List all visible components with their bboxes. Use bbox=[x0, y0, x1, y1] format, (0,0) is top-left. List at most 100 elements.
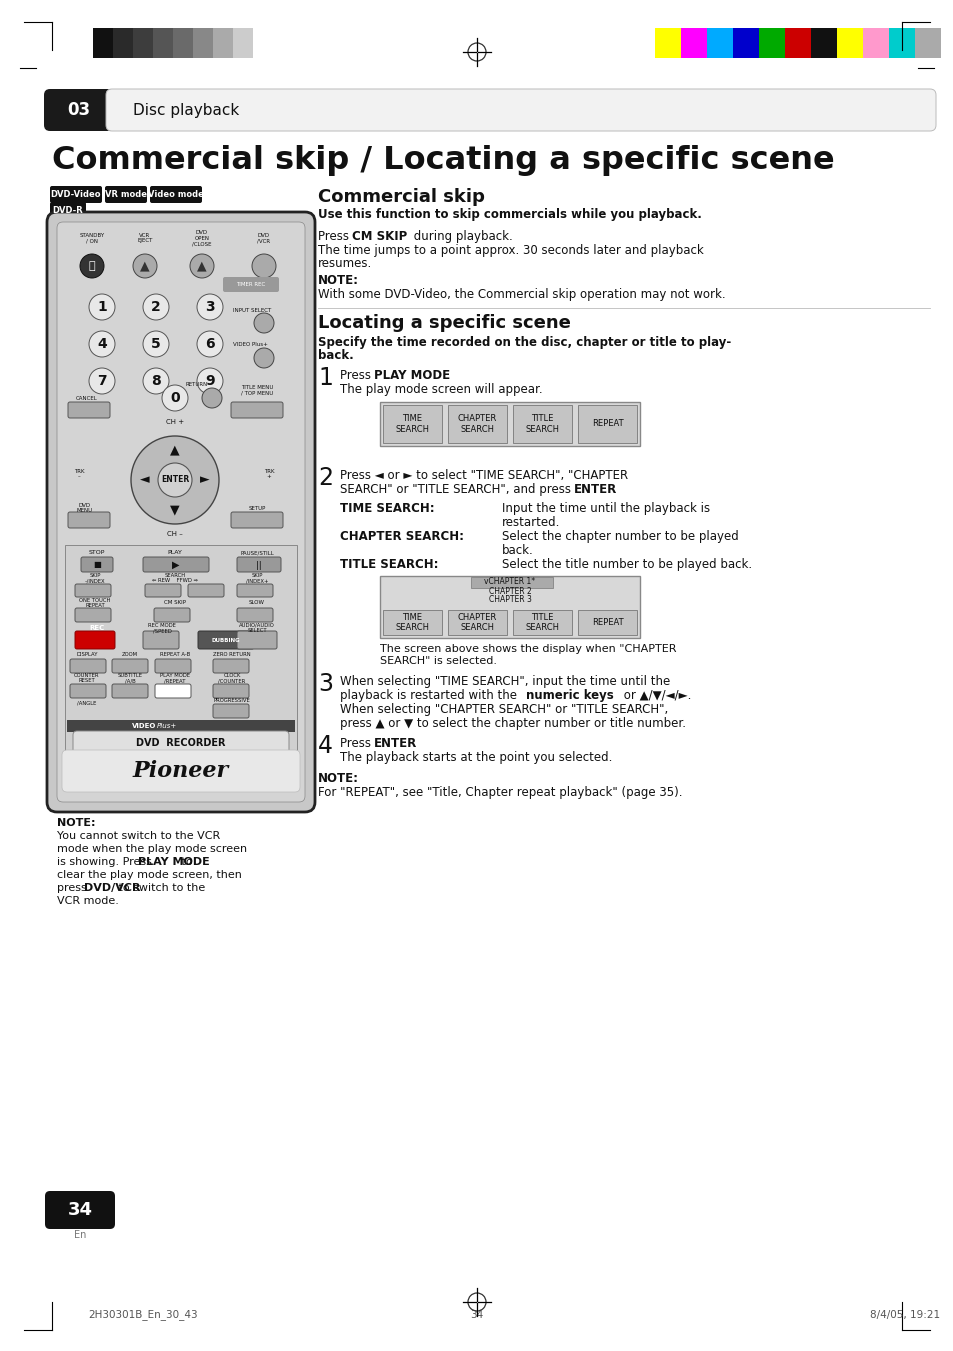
FancyBboxPatch shape bbox=[67, 720, 294, 732]
Text: STANDBY
/ ON: STANDBY / ON bbox=[79, 232, 105, 243]
FancyBboxPatch shape bbox=[213, 684, 249, 698]
Text: DVD  RECORDER: DVD RECORDER bbox=[136, 738, 226, 748]
Text: 2: 2 bbox=[317, 466, 333, 490]
Text: .: . bbox=[613, 484, 616, 496]
Text: Specify the time recorded on the disc, chapter or title to play-: Specify the time recorded on the disc, c… bbox=[317, 336, 731, 349]
FancyBboxPatch shape bbox=[382, 611, 441, 635]
FancyBboxPatch shape bbox=[680, 28, 706, 58]
FancyBboxPatch shape bbox=[112, 28, 132, 58]
FancyBboxPatch shape bbox=[784, 28, 810, 58]
FancyBboxPatch shape bbox=[153, 608, 190, 621]
FancyBboxPatch shape bbox=[188, 584, 224, 597]
Text: 3: 3 bbox=[205, 300, 214, 313]
Text: PLAY MODE: PLAY MODE bbox=[374, 369, 450, 382]
Text: Use this function to skip commercials while you playback.: Use this function to skip commercials wh… bbox=[317, 208, 701, 222]
FancyBboxPatch shape bbox=[213, 659, 249, 673]
Text: CM SKIP: CM SKIP bbox=[352, 230, 407, 243]
Text: 1: 1 bbox=[317, 366, 333, 390]
Text: 03: 03 bbox=[68, 101, 91, 119]
Text: ZERO RETURN: ZERO RETURN bbox=[213, 653, 251, 658]
Text: NOTE:: NOTE: bbox=[317, 771, 358, 785]
Text: DVD-Video: DVD-Video bbox=[51, 190, 101, 199]
Text: When selecting "TIME SEARCH", input the time until the: When selecting "TIME SEARCH", input the … bbox=[339, 676, 670, 688]
FancyBboxPatch shape bbox=[75, 631, 115, 648]
Text: REC MODE
/SPEED: REC MODE /SPEED bbox=[148, 623, 175, 634]
Text: ■: ■ bbox=[93, 561, 101, 570]
Circle shape bbox=[158, 463, 192, 497]
FancyBboxPatch shape bbox=[231, 403, 283, 417]
Text: DUBBING: DUBBING bbox=[212, 638, 240, 643]
Circle shape bbox=[143, 367, 169, 394]
FancyBboxPatch shape bbox=[759, 28, 784, 58]
Text: Press: Press bbox=[317, 230, 353, 243]
Text: SEARCH" is selected.: SEARCH" is selected. bbox=[379, 657, 497, 666]
FancyBboxPatch shape bbox=[862, 28, 888, 58]
Text: numeric keys: numeric keys bbox=[525, 689, 613, 703]
FancyBboxPatch shape bbox=[198, 631, 253, 648]
FancyBboxPatch shape bbox=[112, 659, 148, 673]
Text: CHAPTER
SEARCH: CHAPTER SEARCH bbox=[457, 613, 497, 632]
Text: TITLE MENU
/ TOP MENU: TITLE MENU / TOP MENU bbox=[240, 385, 273, 396]
Text: Plus+: Plus+ bbox=[157, 723, 177, 730]
FancyBboxPatch shape bbox=[70, 659, 106, 673]
FancyBboxPatch shape bbox=[68, 512, 110, 528]
Text: Press: Press bbox=[339, 738, 375, 750]
Text: back.: back. bbox=[317, 349, 354, 362]
Text: playback is restarted with the: playback is restarted with the bbox=[339, 689, 520, 703]
Text: 7: 7 bbox=[97, 374, 107, 388]
Text: 2: 2 bbox=[151, 300, 161, 313]
Text: clear the play mode screen, then: clear the play mode screen, then bbox=[57, 870, 242, 880]
FancyBboxPatch shape bbox=[154, 684, 191, 698]
FancyBboxPatch shape bbox=[143, 557, 209, 571]
Text: 5: 5 bbox=[151, 336, 161, 351]
Text: 4: 4 bbox=[97, 336, 107, 351]
Text: SEARCH" or "TITLE SEARCH", and press: SEARCH" or "TITLE SEARCH", and press bbox=[339, 484, 574, 496]
Text: VIDEO: VIDEO bbox=[132, 723, 156, 730]
Text: CLOCK
/COUNTER: CLOCK /COUNTER bbox=[218, 673, 245, 684]
Circle shape bbox=[89, 331, 115, 357]
Text: press ▲ or ▼ to select the chapter number or title number.: press ▲ or ▼ to select the chapter numbe… bbox=[339, 717, 685, 730]
FancyBboxPatch shape bbox=[236, 631, 276, 648]
Text: DVD
/VCR: DVD /VCR bbox=[257, 232, 271, 243]
FancyBboxPatch shape bbox=[223, 277, 278, 292]
Text: .: . bbox=[413, 738, 416, 750]
Text: 8/4/05, 19:21: 8/4/05, 19:21 bbox=[869, 1310, 939, 1320]
Text: DVD-R: DVD-R bbox=[52, 205, 83, 215]
Text: DVD
MENU: DVD MENU bbox=[77, 503, 93, 513]
Text: Locating a specific scene: Locating a specific scene bbox=[317, 313, 570, 332]
Text: PAUSE/STILL: PAUSE/STILL bbox=[240, 550, 274, 555]
Text: En: En bbox=[73, 1229, 86, 1240]
Text: DISPLAY: DISPLAY bbox=[76, 653, 97, 658]
Text: Select the title number to be played back.: Select the title number to be played bac… bbox=[501, 558, 751, 571]
FancyBboxPatch shape bbox=[379, 576, 639, 638]
Text: NOTE:: NOTE: bbox=[57, 817, 95, 828]
Text: TIME
SEARCH: TIME SEARCH bbox=[395, 613, 429, 632]
FancyBboxPatch shape bbox=[513, 611, 572, 635]
FancyBboxPatch shape bbox=[914, 28, 940, 58]
Text: 6: 6 bbox=[205, 336, 214, 351]
Text: CH –: CH – bbox=[167, 531, 183, 536]
Text: Commercial skip / Locating a specific scene: Commercial skip / Locating a specific sc… bbox=[52, 145, 834, 176]
Text: Video mode: Video mode bbox=[148, 190, 204, 199]
Text: is showing. Press: is showing. Press bbox=[57, 857, 155, 867]
FancyBboxPatch shape bbox=[65, 544, 296, 790]
FancyBboxPatch shape bbox=[150, 186, 202, 203]
Text: The playback starts at the point you selected.: The playback starts at the point you sel… bbox=[339, 751, 612, 765]
Text: The screen above shows the display when "CHAPTER: The screen above shows the display when … bbox=[379, 644, 676, 654]
Text: SLOW: SLOW bbox=[249, 600, 265, 605]
FancyBboxPatch shape bbox=[213, 28, 233, 58]
Text: Press: Press bbox=[339, 369, 375, 382]
FancyBboxPatch shape bbox=[154, 659, 191, 673]
FancyBboxPatch shape bbox=[382, 405, 441, 443]
FancyBboxPatch shape bbox=[62, 750, 299, 792]
FancyBboxPatch shape bbox=[50, 203, 86, 219]
FancyBboxPatch shape bbox=[236, 584, 273, 597]
Text: ⏻: ⏻ bbox=[89, 261, 95, 272]
Text: Pioneer: Pioneer bbox=[132, 761, 229, 782]
Text: 8: 8 bbox=[151, 374, 161, 388]
Text: You cannot switch to the VCR: You cannot switch to the VCR bbox=[57, 831, 220, 842]
FancyBboxPatch shape bbox=[193, 28, 213, 58]
Text: NOTE:: NOTE: bbox=[317, 274, 358, 286]
Text: TITLE
SEARCH: TITLE SEARCH bbox=[525, 613, 558, 632]
Text: 9: 9 bbox=[205, 374, 214, 388]
